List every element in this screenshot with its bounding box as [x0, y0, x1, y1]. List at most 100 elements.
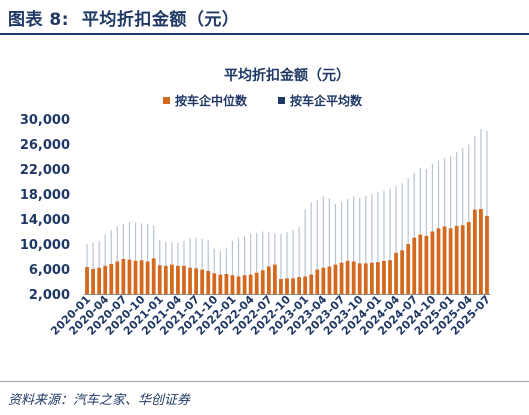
figure-title: 图表 8: 平均折扣金额（元） [8, 5, 239, 30]
mean-bar [134, 222, 137, 294]
median-bar [279, 279, 283, 294]
mean-bar [334, 204, 337, 294]
median-bar [139, 260, 144, 294]
mean-bar [116, 226, 118, 294]
mean-bar [431, 164, 434, 294]
mean-bar [219, 250, 221, 294]
header-divider [0, 33, 529, 35]
median-bar [327, 266, 332, 294]
median-bar [157, 265, 162, 294]
mean-bar [462, 148, 464, 294]
mean-bar [340, 201, 343, 294]
median-bar [418, 234, 423, 294]
median-bar [151, 258, 156, 294]
mean-bar [389, 188, 391, 294]
legend: 按车企中位数 按车企平均数 [163, 93, 363, 108]
legend-swatch-mean [278, 97, 285, 104]
median-bar [345, 260, 350, 294]
mean-bar [225, 248, 228, 294]
mean-bar [413, 172, 415, 294]
mean-bar [468, 144, 470, 294]
median-bar [285, 278, 289, 294]
median-bar [454, 225, 459, 294]
mean-bar [274, 233, 276, 294]
median-bar [382, 260, 386, 294]
median-bar [103, 265, 108, 294]
median-bar [169, 264, 174, 294]
median-bar [224, 274, 229, 294]
mean-bar [456, 152, 458, 294]
median-bar [115, 261, 120, 294]
median-bar [339, 262, 344, 294]
mean-bar [256, 232, 258, 294]
mean-bar [425, 169, 427, 294]
median-bar [236, 276, 241, 294]
median-bar [266, 266, 271, 294]
legend-swatch-median [163, 97, 170, 104]
mean-bar [280, 234, 282, 294]
median-bar [260, 270, 265, 294]
discount-chart: 平均折扣金额（元） 按车企中位数 按车企平均数 2,000 6,000 10,000 1… [20, 67, 493, 338]
median-bar [230, 275, 235, 294]
mean-bar [304, 209, 306, 294]
mean-bar [486, 130, 488, 294]
median-bar [363, 263, 368, 294]
mean-bar [316, 200, 318, 294]
mean-bar [419, 167, 421, 294]
median-bar [194, 268, 198, 294]
median-bar [182, 265, 186, 294]
source-note: 资料来源：汽车之家、华创证券 [8, 393, 191, 408]
legend-label-median: 按车企中位数 [175, 93, 248, 108]
mean-bar [383, 190, 385, 294]
median-bar [442, 226, 447, 294]
chart-title: 平均折扣金额（元） [224, 67, 350, 84]
mean-bar [371, 194, 373, 294]
mean-bar [189, 238, 191, 294]
median-bar [466, 222, 471, 294]
mean-bar [98, 240, 100, 294]
y-tick-label: 30,000 [20, 113, 70, 128]
mean-bar [195, 237, 197, 294]
median-bar [163, 265, 168, 294]
mean-bar [207, 240, 209, 294]
median-bar [188, 267, 192, 294]
median-bar [333, 264, 338, 294]
source-divider [0, 381, 529, 382]
mean-bar [201, 239, 203, 294]
figure-title-text: 平均折扣金额（元） [81, 10, 240, 30]
mean-bar [237, 237, 240, 294]
mean-bar [377, 192, 379, 294]
median-bar [357, 263, 362, 294]
mean-bar [104, 234, 106, 294]
mean-bar [243, 235, 246, 294]
y-axis: 2,000 6,000 10,000 14,000 18,000 22,000 26,000… [20, 113, 70, 303]
mean-bar [401, 183, 403, 294]
mean-bar [437, 160, 440, 294]
mean-bar [359, 197, 361, 294]
median-bar [212, 273, 217, 294]
median-bar [460, 225, 465, 294]
mean-bar [268, 232, 270, 294]
y-tick-label: 6,000 [29, 263, 70, 278]
y-tick-label: 18,000 [20, 188, 70, 203]
mean-bar [328, 198, 331, 294]
median-bar [394, 252, 398, 294]
median-bar [309, 274, 314, 294]
mean-bar [250, 234, 252, 294]
median-bar [479, 209, 483, 294]
figure-header: 图表 8: 平均折扣金额（元） [0, 0, 529, 35]
median-bar [176, 265, 180, 294]
mean-bar [140, 223, 143, 294]
median-bar [406, 244, 411, 294]
mean-bar [128, 222, 131, 294]
median-bar [85, 267, 89, 294]
mean-bar [231, 240, 234, 294]
legend-label-mean: 按车企平均数 [290, 93, 363, 108]
median-bar [109, 264, 114, 294]
median-bar [200, 269, 205, 294]
median-bar [133, 260, 138, 294]
median-bars [85, 209, 489, 294]
median-bar [121, 259, 126, 294]
mean-bar [92, 242, 94, 294]
y-tick-label: 14,000 [20, 213, 70, 228]
